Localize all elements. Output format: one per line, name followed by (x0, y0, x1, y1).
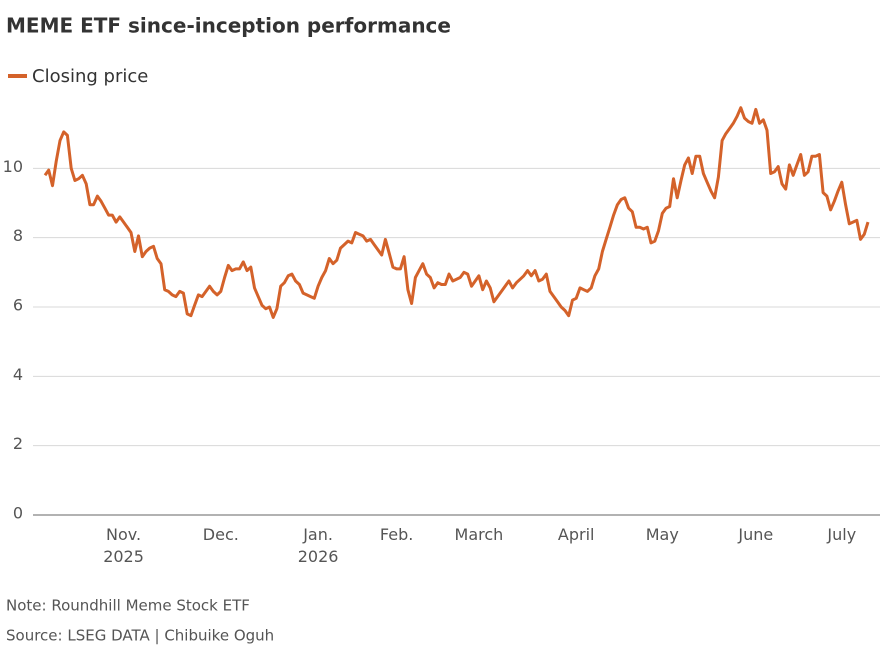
x-tick-label-line: Dec. (203, 525, 239, 544)
source: Source: LSEG DATA | Chibuike Oguh (6, 627, 274, 645)
x-tick-label: Feb. (380, 525, 413, 544)
x-tick-label-line: Feb. (380, 525, 413, 544)
x-tick-label: Jan. 2026 (298, 525, 339, 566)
x-tick-label: April (558, 525, 595, 544)
note: Note: Roundhill Meme Stock ETF (6, 597, 250, 615)
x-tick-label: Dec. (203, 525, 239, 544)
x-tick-label-line: Jan. (302, 525, 333, 544)
y-tick-label: 8 (13, 226, 23, 245)
x-tick-label-line: April (558, 525, 595, 544)
chart-title: MEME ETF since-inception performance (6, 14, 451, 38)
y-tick-label: 10 (3, 157, 23, 176)
x-tick-label: March (455, 525, 504, 544)
price-line (43, 106, 870, 319)
y-tick-label: 4 (13, 365, 23, 384)
x-tick-label: May (646, 525, 679, 544)
x-tick-label-line: Nov. (106, 525, 141, 544)
x-tick-label: Nov. 2025 (103, 525, 144, 566)
y-tick-label: 6 (13, 296, 23, 315)
x-tick-label-line: June (737, 525, 773, 544)
y-tick-label: 0 (13, 504, 23, 523)
x-tick-label: July (826, 525, 856, 544)
legend-label: Closing price (32, 66, 148, 87)
y-tick-label: 2 (13, 434, 23, 453)
x-tick-label-line: March (455, 525, 504, 544)
x-tick-label-line: July (826, 525, 856, 544)
x-tick-label-line: May (646, 525, 679, 544)
x-tick-label: June (737, 525, 773, 544)
x-tick-label-line: 2025 (103, 547, 144, 566)
x-tick-label-line: 2026 (298, 547, 339, 566)
